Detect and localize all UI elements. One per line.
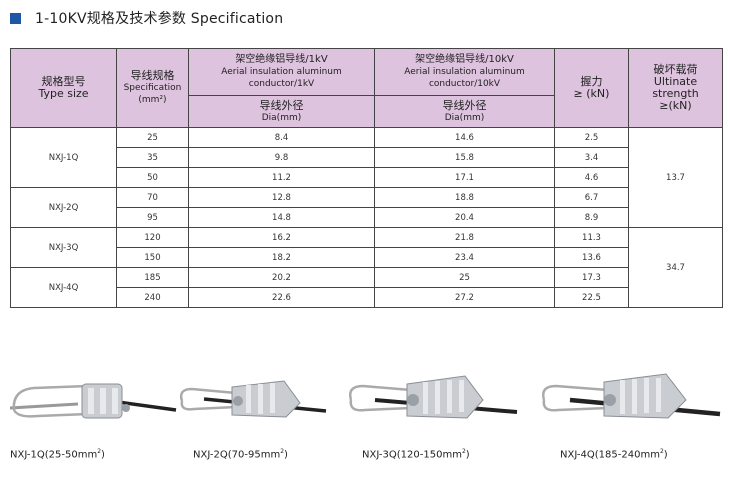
model-cell: NXJ-2Q xyxy=(10,187,117,228)
header-breaking-load: 破坏载荷 Ultinate strength ≥(kN) xyxy=(628,48,723,128)
clamp-nxj-1q-image xyxy=(9,383,177,419)
table-row: 50 11.2 17.1 4.6 xyxy=(11,167,723,188)
section-heading: 1-10KV规格及技术参数 Specification xyxy=(10,8,283,28)
page-title: 1-10KV规格及技术参数 Specification xyxy=(35,11,284,27)
clamp-nxj-4q-image xyxy=(542,373,721,419)
product-caption-nxj-2q: NXJ-2Q(70-95mm2) xyxy=(193,448,288,461)
specification-table: 规格型号 Type size 导线规格 Specification (mm²) … xyxy=(10,48,723,308)
clamp-nxj-3q-image xyxy=(349,375,518,419)
table-row: 240 22.6 27.2 22.5 xyxy=(11,287,723,308)
table-row: 35 9.8 15.8 3.4 xyxy=(11,147,723,168)
header-grip-force: 握力 ≥ (kN) xyxy=(554,48,629,128)
header-1kv-conductor: 架空绝缘铝导线/1kV Aerial insulation aluminum c… xyxy=(188,48,375,96)
blue-square-icon xyxy=(10,12,21,24)
product-caption-nxj-3q: NXJ-3Q(120-150mm2) xyxy=(362,448,470,461)
table-row: NXJ-4Q 185 20.2 25 17.3 xyxy=(10,267,723,308)
product-caption-nxj-4q: NXJ-4Q(185-240mm2) xyxy=(560,448,668,461)
model-cell: NXJ-4Q xyxy=(10,267,117,308)
model-cell: NXJ-3Q xyxy=(10,227,117,268)
header-specification: 导线规格 Specification (mm²) xyxy=(116,48,189,128)
product-caption-nxj-1q: NXJ-1Q(25-50mm2) xyxy=(10,448,105,461)
breaking-load-cell: 34.7 xyxy=(628,227,723,308)
header-10kv-conductor: 架空绝缘铝导线/10kV Aerial insulation aluminum … xyxy=(374,48,555,96)
header-dia-1kv: 导线外径 Dia(mm) xyxy=(188,95,375,128)
table-row: NXJ-1Q 25 8.4 14.6 2.5 13.7 xyxy=(10,127,723,228)
table-row: 150 18.2 23.4 13.6 xyxy=(11,247,723,268)
table-row: NXJ-3Q 120 16.2 21.8 11.3 34.7 xyxy=(10,227,723,308)
clamp-nxj-2q-image xyxy=(179,380,327,418)
table-row: 95 14.8 20.4 8.9 xyxy=(11,207,723,228)
table-row: NXJ-2Q 70 12.8 18.8 6.7 xyxy=(10,187,723,228)
header-type-size: 规格型号 Type size xyxy=(10,48,117,128)
header-dia-10kv: 导线外径 Dia(mm) xyxy=(374,95,555,128)
breaking-load-cell: 13.7 xyxy=(628,127,723,228)
model-cell: NXJ-1Q xyxy=(10,127,117,188)
